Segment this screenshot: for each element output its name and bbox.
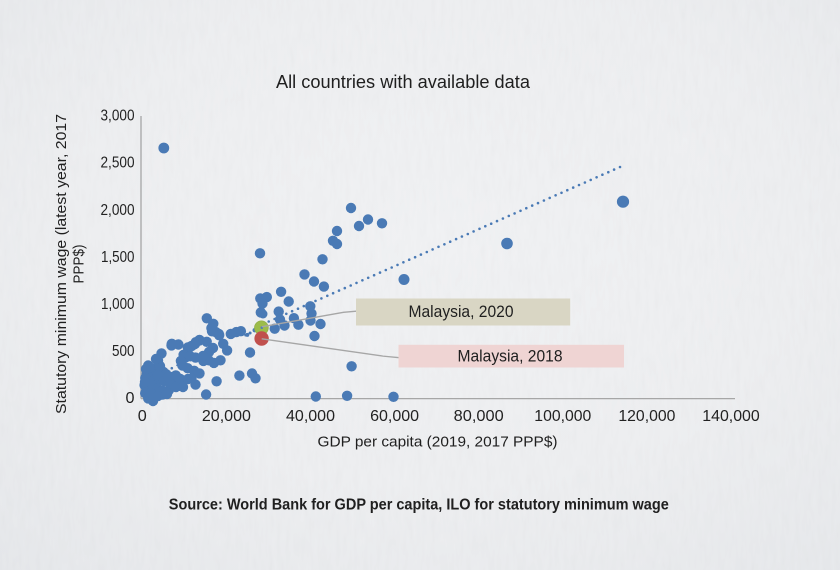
svg-text:Source: World Bank for GDP per: Source: World Bank for GDP per capita, I… <box>169 497 669 514</box>
svg-text:1,500: 1,500 <box>101 249 135 266</box>
svg-text:80,000: 80,000 <box>454 408 504 425</box>
svg-text:500: 500 <box>112 343 135 360</box>
svg-text:20,000: 20,000 <box>202 408 251 425</box>
svg-text:3,000: 3,000 <box>101 108 135 125</box>
svg-text:40,000: 40,000 <box>286 408 335 425</box>
svg-text:Malaysia, 2018: Malaysia, 2018 <box>458 347 563 365</box>
svg-text:120,000: 120,000 <box>618 408 675 425</box>
svg-text:140,000: 140,000 <box>702 408 760 425</box>
svg-text:Statutory minimum wage (latest: Statutory minimum wage (latest year, 201… <box>53 114 70 414</box>
svg-text:1,000: 1,000 <box>101 296 135 313</box>
svg-text:100,000: 100,000 <box>534 408 591 425</box>
svg-text:All countries with available d: All countries with available data <box>276 71 531 92</box>
svg-text:0: 0 <box>138 408 147 425</box>
svg-text:PPP$): PPP$) <box>71 245 88 284</box>
svg-text:2,000: 2,000 <box>101 202 135 219</box>
svg-text:0: 0 <box>126 390 135 407</box>
svg-text:2,500: 2,500 <box>101 155 135 172</box>
svg-text:Malaysia, 2020: Malaysia, 2020 <box>409 303 514 321</box>
svg-text:GDP per capita (2019, 2017 PPP: GDP per capita (2019, 2017 PPP$) <box>318 434 558 451</box>
svg-text:60,000: 60,000 <box>370 408 419 425</box>
